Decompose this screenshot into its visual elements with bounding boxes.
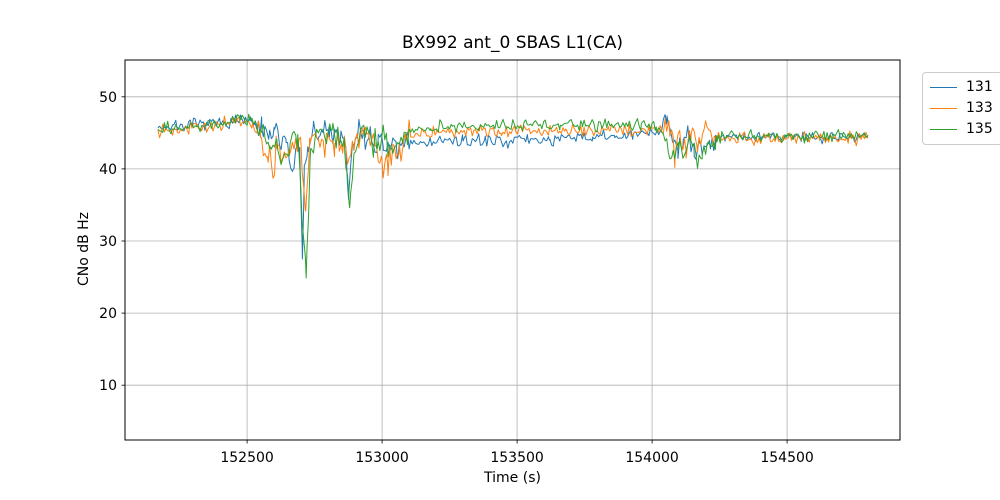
legend-line-swatch bbox=[930, 108, 957, 109]
x-tick-label: 153500 bbox=[490, 450, 543, 466]
x-tick-label: 154500 bbox=[760, 450, 813, 466]
y-tick-label: 10 bbox=[99, 378, 117, 394]
y-tick-label: 40 bbox=[99, 162, 117, 178]
axes-frame bbox=[124, 59, 901, 441]
legend-label: 133 bbox=[966, 100, 993, 116]
x-tick-label: 154000 bbox=[625, 450, 678, 466]
series-line-135 bbox=[157, 113, 869, 279]
x-tick-label: 153000 bbox=[355, 450, 408, 466]
legend: 131 133 135 bbox=[922, 72, 1000, 145]
legend-item-135: 135 bbox=[930, 119, 993, 140]
legend-line-swatch bbox=[930, 87, 957, 88]
legend-label: 135 bbox=[966, 121, 993, 137]
y-tick-label: 50 bbox=[99, 90, 117, 106]
y-tick-label: 30 bbox=[99, 234, 117, 250]
x-tick-label: 152500 bbox=[220, 450, 273, 466]
legend-label: 131 bbox=[966, 79, 993, 95]
y-tick-label: 20 bbox=[99, 306, 117, 322]
legend-item-133: 133 bbox=[930, 98, 993, 119]
legend-line-swatch bbox=[930, 129, 957, 130]
legend-item-131: 131 bbox=[930, 77, 993, 98]
x-axis-label: Time (s) bbox=[484, 470, 541, 486]
chart-title: BX992 ant_0 SBAS L1(CA) bbox=[401, 33, 624, 53]
y-axis-label: CNo dB Hz bbox=[76, 211, 92, 287]
